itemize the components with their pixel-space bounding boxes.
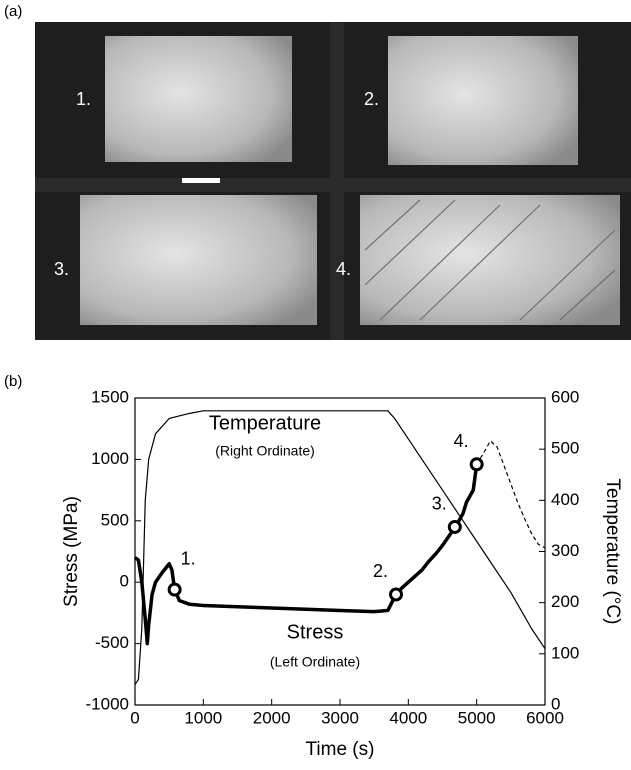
frame-label: 4. [336, 259, 351, 279]
y2-tick-label: 400 [551, 490, 579, 509]
state-label: 3. [432, 494, 447, 514]
series-name: Stress [287, 621, 344, 643]
frame-label: 2. [364, 89, 379, 109]
frame [360, 195, 620, 325]
state-label: 2. [373, 561, 388, 581]
x-axis-title: Time (s) [306, 739, 375, 760]
panel-label: (a) [4, 3, 22, 20]
twin-bands [364, 199, 616, 321]
y2-tick-label: 100 [551, 643, 579, 662]
x-tick-label: 4000 [389, 708, 427, 727]
x-tick-label: 6000 [526, 708, 564, 727]
y-axis-title: Stress (MPa) [61, 496, 82, 607]
y-tick-label: 0 [120, 572, 129, 591]
scale-bar [182, 178, 220, 183]
series-line [134, 410, 546, 685]
series-name: Temperature [209, 412, 321, 434]
y2-tick-label: 600 [551, 387, 579, 406]
frame [388, 36, 578, 165]
y2-tick-label: 0 [551, 694, 560, 713]
panel-label: (b) [4, 373, 22, 390]
state-label: 1. [181, 548, 196, 568]
series-note: (Left Ordinate) [270, 654, 360, 670]
series-note: (Right Ordinate) [215, 443, 315, 459]
separator [330, 22, 344, 340]
x-tick-label: 2000 [253, 708, 291, 727]
frame [80, 195, 317, 325]
state-label: 4. [454, 431, 469, 451]
x-tick-label: 1000 [184, 708, 222, 727]
y-tick-label: 1000 [91, 449, 129, 468]
y2-tick-label: 300 [551, 541, 579, 560]
x-tick-label: 5000 [458, 708, 496, 727]
y2-tick-label: 500 [551, 439, 579, 458]
series-line [133, 464, 479, 646]
x-tick-label: 0 [130, 708, 139, 727]
state-marker [167, 582, 182, 597]
y-tick-label: 1500 [91, 387, 129, 406]
y-tick-label: -1000 [86, 694, 129, 713]
frame-label: 1. [76, 89, 91, 109]
state-marker [469, 457, 484, 472]
y-tick-label: 500 [101, 510, 129, 529]
y-tick-label: -500 [95, 633, 129, 652]
series-line [476, 440, 546, 549]
y2-tick-label: 200 [551, 592, 579, 611]
x-tick-label: 3000 [321, 708, 359, 727]
frame-label: 3. [54, 259, 69, 279]
state-marker [389, 587, 404, 602]
y2-axis-title: Temperature (°C) [602, 479, 623, 625]
frame [105, 36, 292, 162]
state-marker [447, 519, 462, 534]
